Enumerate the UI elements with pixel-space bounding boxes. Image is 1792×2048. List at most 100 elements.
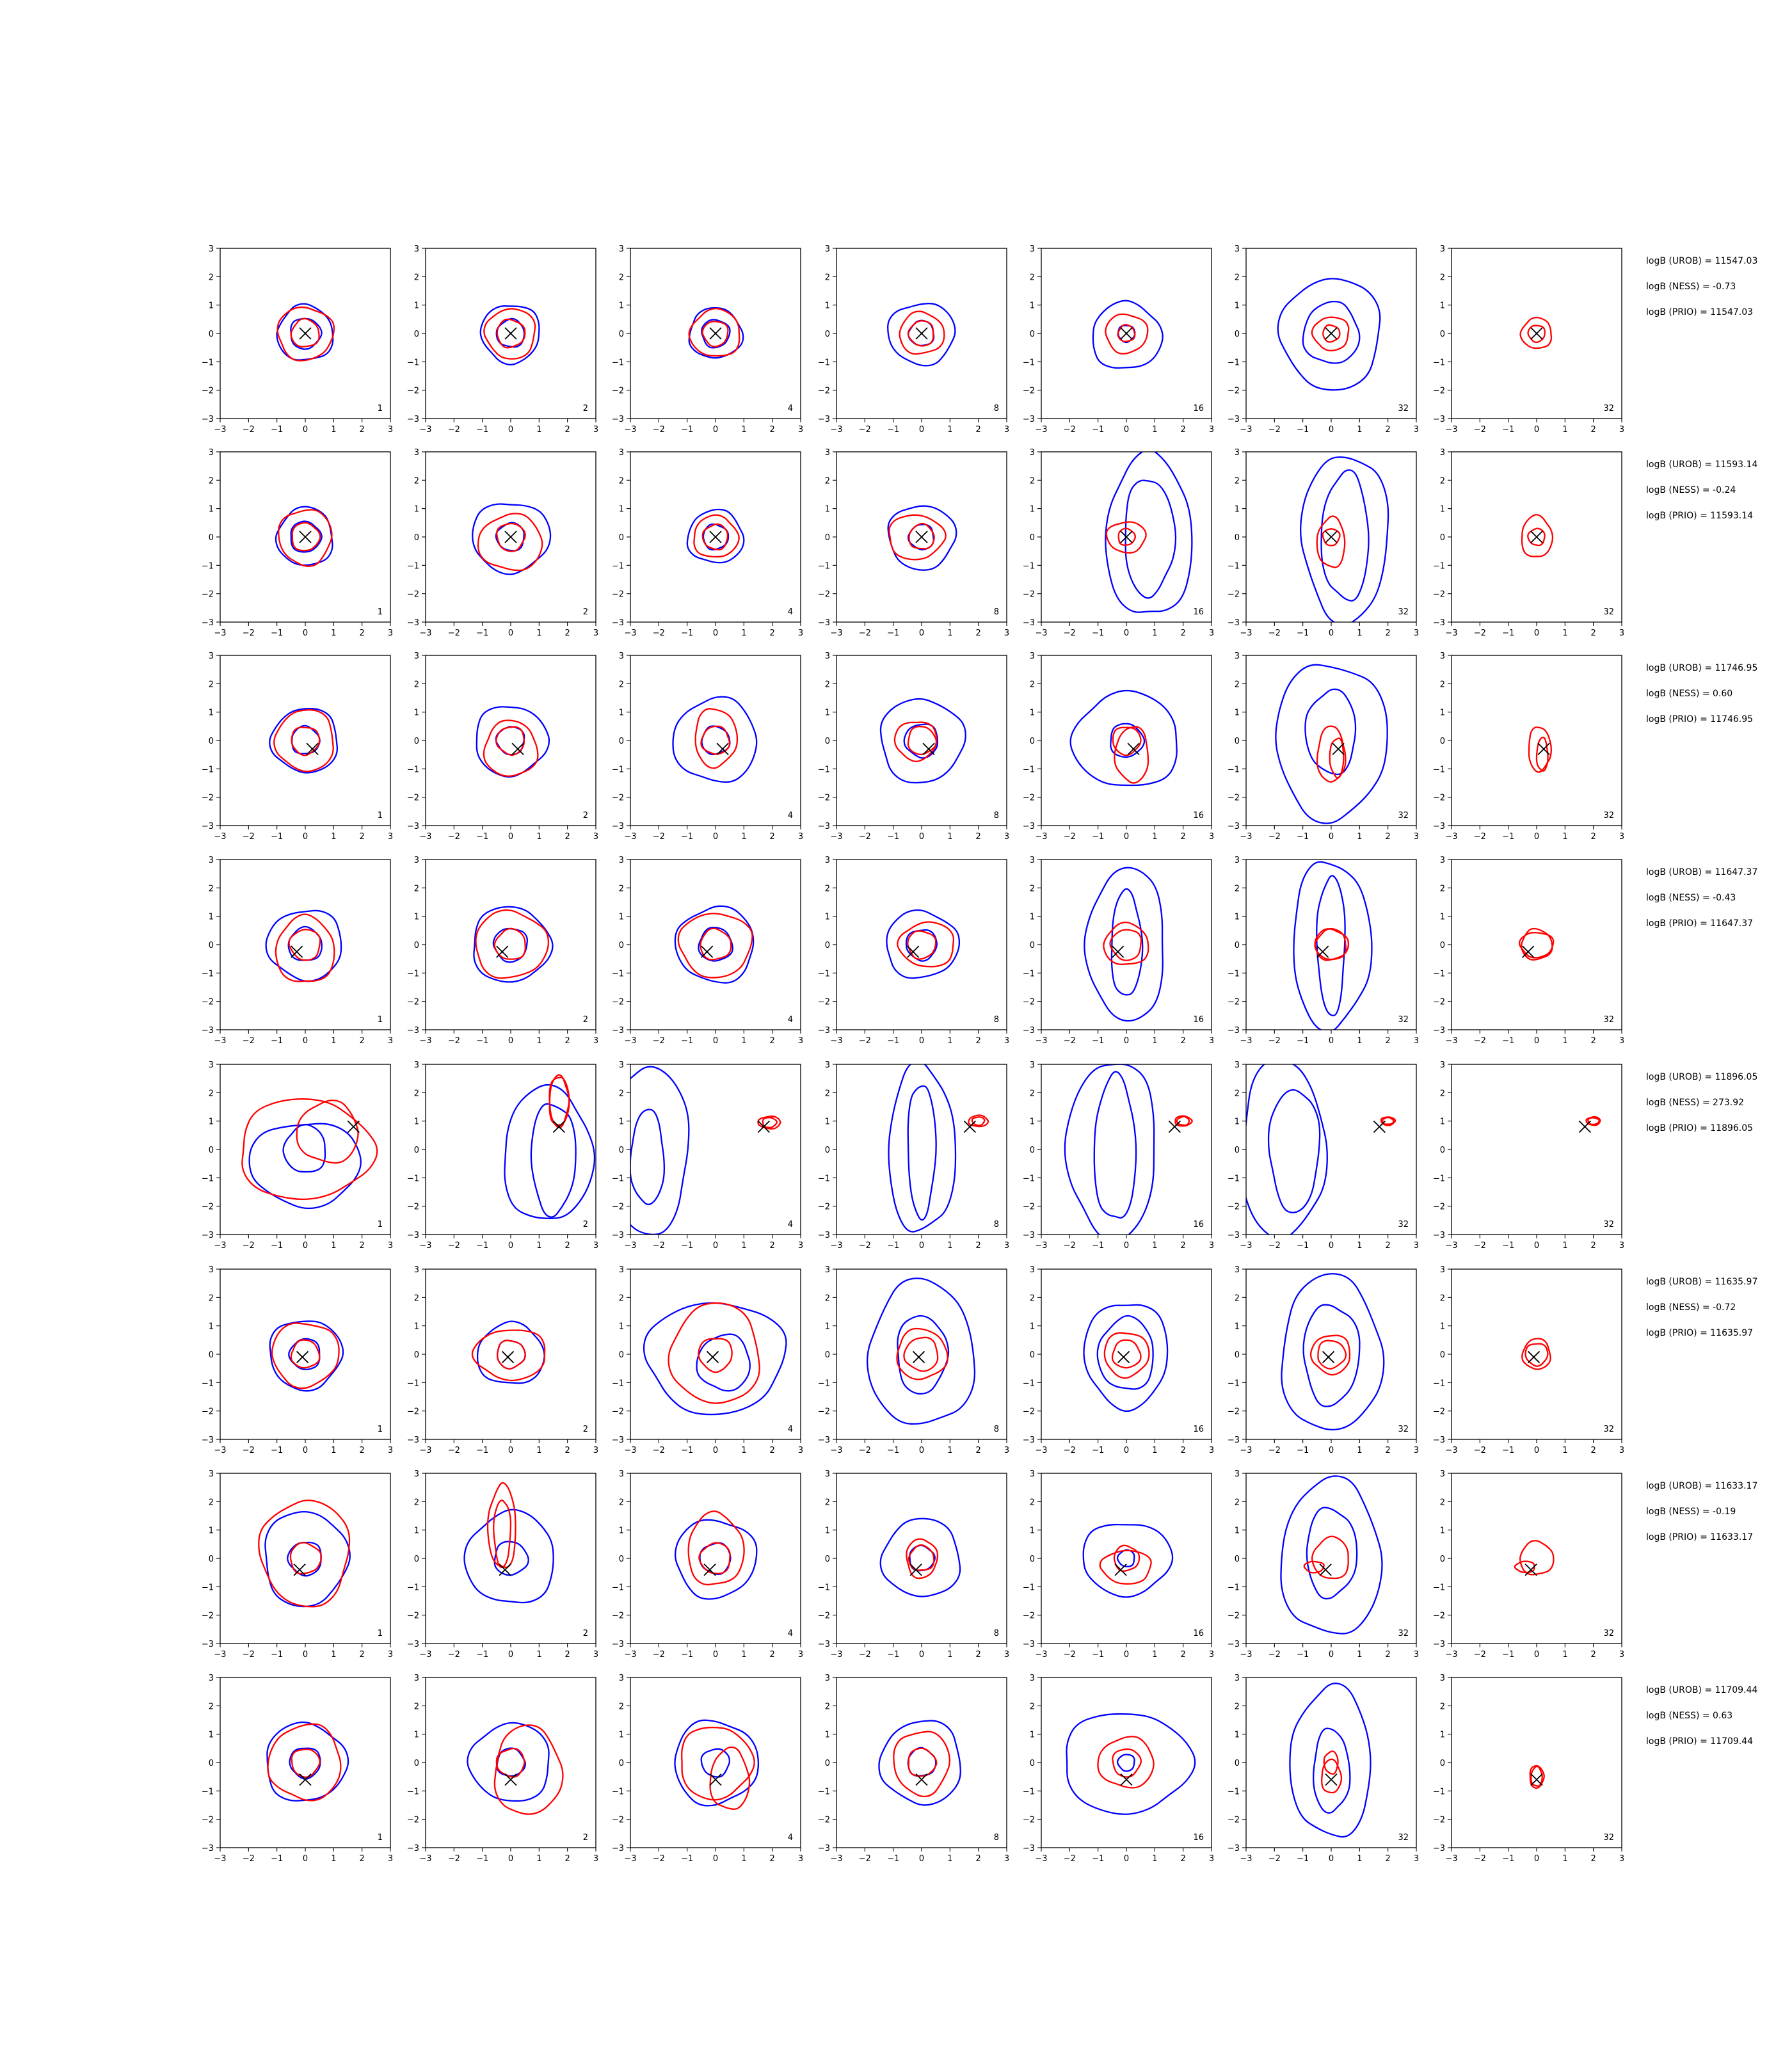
x-tick-label: 2	[565, 1446, 570, 1455]
x-marker	[963, 1120, 977, 1133]
x-marker	[1127, 742, 1140, 755]
x-tick-label: 2	[1181, 1036, 1186, 1046]
logb-ness-label: logB (NESS) = -0.73	[1646, 282, 1736, 292]
x-tick-label: −1	[1092, 425, 1104, 435]
panel-r1-c3: −3 3 −2 2 −1 1 0 0 1 −1 2 −2 3 −3 4	[612, 244, 803, 435]
x-tick-label: 1	[536, 832, 541, 842]
x-marker	[299, 531, 312, 543]
x-tick-label: 2	[360, 1446, 365, 1455]
x-tick-label: 3	[1004, 1241, 1009, 1251]
panel-r5-c7: −3 3 −2 2 −1 1 0 0 1 −1 2 −2 3 −3 32	[1433, 1060, 1624, 1251]
x-tick-label: 3	[1619, 1650, 1624, 1660]
x-marker	[912, 1350, 925, 1364]
x-tick-label: 1	[947, 832, 952, 842]
panel-number: 16	[1193, 1015, 1204, 1025]
red-contour-level-2	[694, 708, 739, 769]
red-contour-level-2	[483, 308, 536, 360]
y-tick-label: 1	[825, 505, 830, 515]
y-tick-label: 2	[1030, 680, 1035, 689]
x-marker	[291, 945, 303, 958]
x-tick-label: 2	[1181, 1854, 1186, 1864]
x-tick-label: 2	[1181, 1446, 1186, 1455]
y-tick-label: 3	[1030, 448, 1035, 458]
blue-contour-level-1	[700, 1748, 731, 1778]
y-tick-label: 1	[1030, 505, 1035, 515]
x-tick-label: 1	[331, 1854, 336, 1864]
red-contour-level-1	[701, 321, 729, 348]
x-tick-label: −1	[476, 628, 488, 638]
x-tick-label: −3	[1035, 832, 1047, 842]
y-tick-label: 3	[1030, 856, 1035, 865]
y-tick-label: −2	[202, 1612, 214, 1621]
x-marker	[511, 742, 524, 755]
y-tick-label: 3	[619, 1674, 624, 1683]
x-tick-label: −2	[448, 1036, 460, 1046]
y-tick-label: 1	[1235, 708, 1240, 718]
x-tick-label: −1	[1502, 425, 1514, 435]
panel-r8-c2: −3 3 −2 2 −1 1 0 0 1 −1 2 −2 3 −3 2	[407, 1674, 598, 1864]
y-tick-label: −2	[202, 387, 214, 396]
x-tick-label: 0	[1124, 425, 1129, 435]
y-tick-label: 3	[1030, 1265, 1035, 1275]
x-tick-label: −1	[887, 628, 899, 638]
y-tick-label: −1	[1023, 561, 1035, 571]
y-tick-label: 3	[825, 1469, 830, 1479]
red-contour-level-1	[1117, 324, 1136, 342]
panel-number: 2	[583, 811, 588, 820]
x-tick-label: −1	[681, 1650, 693, 1660]
x-tick-label: 1	[1357, 1446, 1362, 1455]
axes-frame	[1245, 859, 1417, 1030]
panel-number: 32	[1398, 1220, 1409, 1229]
y-tick-label: −2	[202, 1203, 214, 1212]
y-tick-label: −3	[612, 1026, 624, 1036]
y-tick-label: 3	[414, 1265, 419, 1275]
y-tick-label: 2	[209, 1089, 214, 1098]
y-tick-label: −3	[1228, 415, 1240, 424]
x-tick-label: 1	[947, 1036, 952, 1046]
y-tick-label: 3	[825, 448, 830, 458]
red-contour-level-2	[1103, 1332, 1150, 1379]
y-tick-label: 3	[619, 1265, 624, 1275]
y-tick-label: 2	[209, 680, 214, 689]
y-tick-label: 1	[414, 1117, 419, 1127]
x-tick-label: 2	[360, 832, 365, 842]
red-contour-level-1	[1112, 1748, 1142, 1778]
y-tick-label: −3	[1228, 822, 1240, 831]
panel-r8-c4: −3 3 −2 2 −1 1 0 0 1 −1 2 −2 3 −3 8	[818, 1674, 1009, 1864]
x-tick-label: 2	[360, 1650, 365, 1660]
y-tick-label: 3	[1235, 652, 1240, 661]
x-tick-label: −3	[1240, 1650, 1252, 1660]
y-tick-label: −3	[818, 415, 830, 424]
y-tick-label: 0	[825, 941, 830, 950]
x-tick-label: 2	[1181, 1241, 1186, 1251]
x-tick-label: 0	[919, 628, 924, 638]
y-tick-label: −1	[1433, 1787, 1445, 1796]
x-tick-label: 0	[1534, 1036, 1539, 1046]
y-tick-label: 3	[414, 1469, 419, 1479]
y-tick-label: 3	[1235, 244, 1240, 254]
axes-frame	[220, 1064, 391, 1235]
y-tick-label: −2	[202, 998, 214, 1007]
red-contour-level-2	[1114, 726, 1149, 784]
red-contour-level-2	[1314, 928, 1350, 961]
x-tick-label: 2	[976, 1854, 981, 1864]
x-tick-label: −2	[243, 1241, 255, 1251]
red-contour-level-2	[1316, 515, 1346, 568]
panel-number: 1	[378, 404, 383, 413]
axes-frame	[425, 655, 596, 826]
y-tick-label: 3	[619, 448, 624, 458]
red-contour-level-1	[493, 927, 526, 960]
axes-frame	[425, 1064, 596, 1235]
x-tick-label: −1	[1502, 1446, 1514, 1455]
x-tick-label: −1	[681, 628, 693, 638]
red-contour-level-2	[276, 306, 335, 362]
x-marker	[709, 531, 722, 543]
y-tick-label: 1	[209, 1117, 214, 1127]
red-contour-level-2	[1105, 313, 1149, 355]
x-tick-label: 1	[536, 628, 541, 638]
x-tick-label: −3	[1240, 1036, 1252, 1046]
x-marker	[1373, 1120, 1386, 1133]
logb-ness-label: logB (NESS) = 273.92	[1646, 1098, 1745, 1108]
y-tick-label: −3	[1228, 1231, 1240, 1240]
red-contour-level-1	[291, 522, 321, 552]
